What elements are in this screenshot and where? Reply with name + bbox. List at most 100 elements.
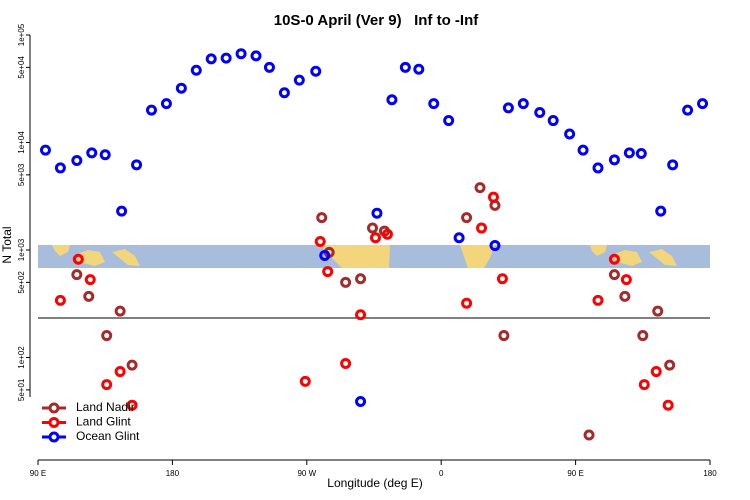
- point: [367, 222, 379, 234]
- point: [355, 273, 367, 285]
- point: [101, 379, 113, 391]
- point: [608, 269, 620, 281]
- point: [319, 249, 331, 261]
- point: [220, 52, 232, 64]
- point: [126, 359, 138, 371]
- point: [461, 297, 473, 309]
- point: [461, 212, 473, 224]
- point: [322, 266, 334, 278]
- y-tick-label: 1e+04: [17, 131, 26, 154]
- point: [126, 399, 138, 411]
- point: [116, 205, 128, 217]
- point: [160, 98, 172, 110]
- point: [131, 159, 143, 171]
- point: [474, 182, 486, 194]
- point: [250, 50, 262, 62]
- point: [650, 366, 662, 378]
- point: [355, 395, 367, 407]
- legend-label: Land Glint: [76, 415, 131, 429]
- point: [443, 115, 455, 127]
- point: [635, 148, 647, 160]
- point: [517, 98, 529, 110]
- x-tick-label: 180: [703, 469, 717, 478]
- point: [498, 330, 510, 342]
- point: [316, 212, 328, 224]
- point: [369, 232, 381, 244]
- point: [413, 63, 425, 75]
- point: [355, 309, 367, 321]
- point: [371, 207, 383, 219]
- legend-label: Land Nadir: [76, 400, 135, 414]
- point: [340, 357, 352, 369]
- point: [608, 154, 620, 166]
- point: [682, 104, 694, 116]
- point: [662, 399, 674, 411]
- point: [99, 149, 111, 161]
- point: [314, 235, 326, 247]
- point: [278, 87, 290, 99]
- y-tick-label: 5e+04: [17, 56, 26, 79]
- x-tick-label: 180: [166, 469, 180, 478]
- point: [310, 65, 322, 77]
- y-tick-label: 5e+01: [17, 378, 26, 401]
- point: [190, 64, 202, 76]
- point: [564, 128, 576, 140]
- point: [114, 305, 126, 317]
- point: [577, 144, 589, 156]
- map-strip: [38, 245, 710, 268]
- point: [381, 228, 393, 240]
- legend-label: Ocean Glint: [76, 429, 140, 443]
- point: [263, 61, 275, 73]
- point: [145, 104, 157, 116]
- point: [71, 155, 83, 167]
- point: [489, 240, 501, 252]
- point: [487, 191, 499, 203]
- y-axis-label: N Total: [0, 226, 14, 263]
- x-tick-label: 90 W: [297, 469, 316, 478]
- point: [83, 290, 95, 302]
- point: [583, 429, 595, 441]
- point: [54, 162, 66, 174]
- point: [592, 162, 604, 174]
- y-tick-label: 5e+02: [17, 271, 26, 294]
- x-tick-label: 0: [439, 469, 444, 478]
- point: [428, 98, 440, 110]
- point: [101, 330, 113, 342]
- point: [664, 359, 676, 371]
- legend-marker: [48, 402, 60, 414]
- point: [496, 273, 508, 285]
- point: [54, 294, 66, 306]
- y-tick-label: 1e+03: [17, 238, 26, 261]
- point: [39, 144, 51, 156]
- point: [623, 147, 635, 159]
- point: [697, 98, 709, 110]
- point: [652, 305, 664, 317]
- point: [175, 82, 187, 94]
- x-axis-label: Longitude (deg E): [327, 476, 422, 490]
- point: [620, 274, 632, 286]
- point: [235, 48, 247, 60]
- point: [340, 276, 352, 288]
- x-tick-label: 90 E: [30, 469, 46, 478]
- point: [399, 61, 411, 73]
- point: [547, 115, 559, 127]
- point: [534, 107, 546, 119]
- point: [476, 222, 488, 234]
- point: [86, 147, 98, 159]
- point: [299, 375, 311, 387]
- legend-marker: [48, 417, 60, 428]
- point: [453, 232, 465, 244]
- point: [386, 94, 398, 106]
- point: [667, 159, 679, 171]
- point: [637, 330, 649, 342]
- point: [293, 74, 305, 86]
- point: [71, 269, 83, 281]
- legend-marker: [48, 431, 60, 443]
- point: [72, 253, 84, 265]
- point: [502, 102, 514, 114]
- point: [619, 290, 631, 302]
- y-tick-label: 1e+05: [17, 23, 26, 46]
- point: [638, 379, 650, 391]
- point: [592, 294, 604, 306]
